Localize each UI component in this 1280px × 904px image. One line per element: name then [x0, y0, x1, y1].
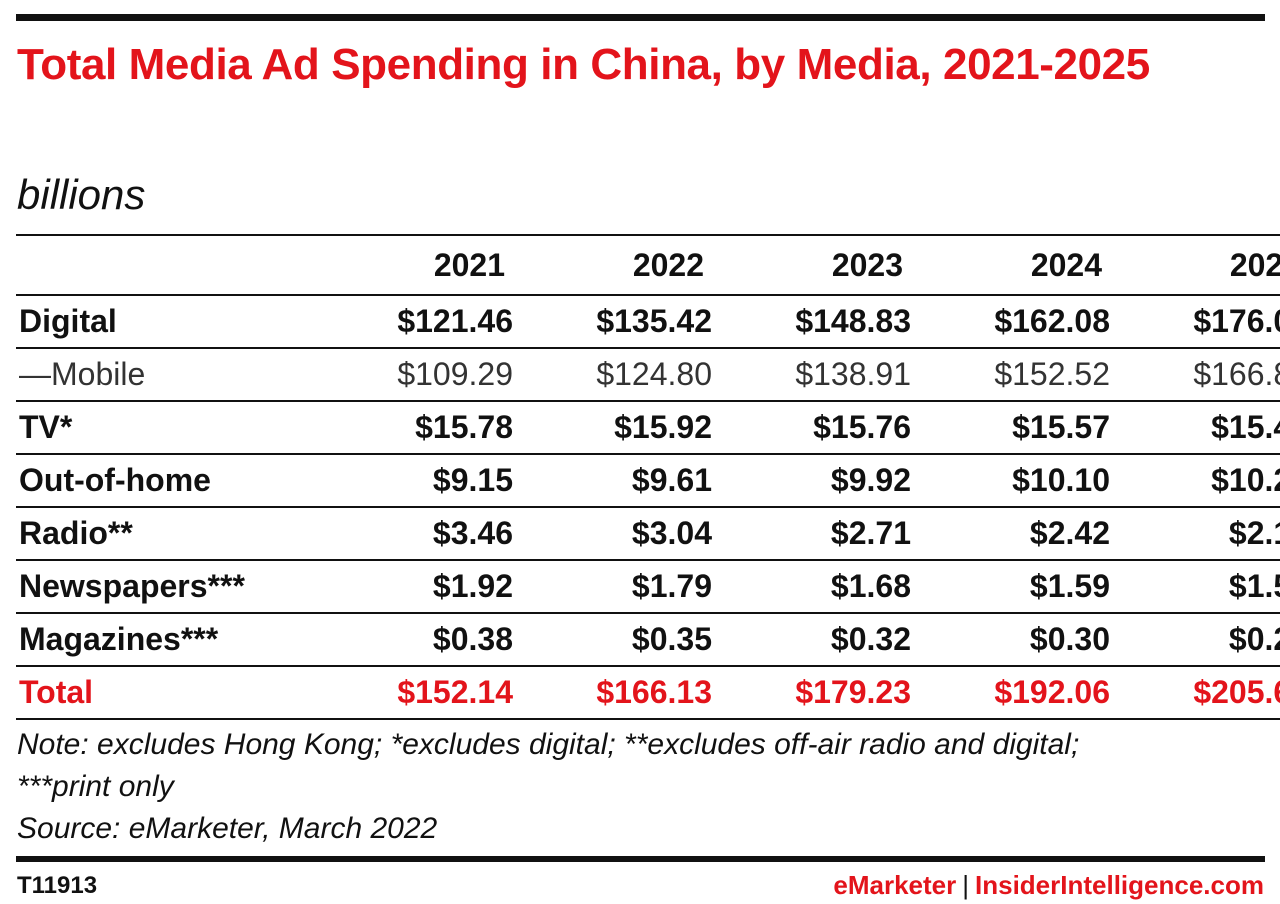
table-cell: $0.32	[714, 613, 913, 667]
table-row: Magazines***$0.38$0.35$0.32$0.30$0.28	[16, 613, 1280, 667]
table-cell: $3.46	[316, 507, 515, 561]
table-cell: $162.08	[913, 295, 1112, 349]
table-row: Radio**$3.46$3.04$2.71$2.42$2.17	[16, 507, 1280, 561]
table-cell: $0.38	[316, 613, 515, 667]
table-cell: $9.92	[714, 454, 913, 508]
table-cell: $2.71	[714, 507, 913, 561]
chart-title: Total Media Ad Spending in China, by Med…	[17, 40, 1150, 89]
table-body: Digital $121.46 $135.42 $148.83 $162.08 $176.…	[16, 295, 1280, 720]
table-row: —Mobile $109.29 $124.80 $138.91 $152.52 $166.…	[16, 348, 1280, 402]
source-line: Source: eMarketer, March 2022	[17, 812, 438, 845]
table-cell: $166.13	[515, 666, 714, 720]
top-rule	[16, 14, 1265, 21]
row-label: Radio**	[16, 507, 316, 561]
table-cell: $109.29	[316, 348, 515, 402]
row-label: Magazines***	[16, 613, 316, 667]
table-cell: $152.14	[316, 666, 515, 720]
table-row: TV*$15.78$15.92$15.76$15.57$15.40	[16, 401, 1280, 455]
table-cell: $15.92	[515, 401, 714, 455]
table-row: Total$152.14$166.13$179.23$192.06$205.61	[16, 666, 1280, 720]
note-line-2: ***print only	[17, 770, 174, 803]
column-header-2021: 2021	[316, 234, 515, 296]
table-cell: $1.92	[316, 560, 515, 614]
table-header-row: 20212022202320242025	[16, 234, 1280, 296]
table-cell: $152.52	[913, 348, 1112, 402]
table-cell: $0.28	[1112, 613, 1280, 667]
table-cell: $10.20	[1112, 454, 1280, 508]
table-cell: $2.17	[1112, 507, 1280, 561]
table-cell: $15.57	[913, 401, 1112, 455]
table-cell: $10.10	[913, 454, 1112, 508]
brand-separator: |	[962, 870, 970, 900]
notes-block: Note: excludes Hong Kong; *excludes digi…	[17, 724, 1262, 850]
row-label: TV*	[16, 401, 316, 455]
table-cell: $1.79	[515, 560, 714, 614]
table-cell: $192.06	[913, 666, 1112, 720]
column-header-2025: 2025	[1112, 234, 1280, 296]
column-header-2024: 2024	[913, 234, 1112, 296]
table-row: Newspapers***$1.92$1.79$1.68$1.59$1.54	[16, 560, 1280, 614]
table-row: Out-of-home$9.15$9.61$9.92$10.10$10.20	[16, 454, 1280, 508]
table-cell: $1.68	[714, 560, 913, 614]
table-cell: $166.86	[1112, 348, 1280, 402]
table-row: Digital $121.46 $135.42 $148.83 $162.08 $176.…	[16, 295, 1280, 349]
data-table: 20212022202320242025 Digital$121.46$135.…	[16, 234, 1280, 720]
chart-subtitle: billions	[17, 171, 146, 218]
table-cell: $9.61	[515, 454, 714, 508]
table-cell: $2.42	[913, 507, 1112, 561]
row-label: Out-of-home	[16, 454, 316, 508]
table-cell: $1.59	[913, 560, 1112, 614]
table-cell: $135.42	[515, 295, 714, 349]
table-cell: $205.61	[1112, 666, 1280, 720]
table-cell: $9.15	[316, 454, 515, 508]
footer-brand: eMarketer | InsiderIntelligence.com	[833, 870, 1264, 901]
table-cell: $148.83	[714, 295, 913, 349]
row-label: Digital	[16, 295, 316, 349]
column-header-2022: 2022	[515, 234, 714, 296]
data-table-container: 20212022202320242025 Digital$121.46$135.…	[16, 234, 1280, 720]
table-cell: $124.80	[515, 348, 714, 402]
row-label: Total	[16, 666, 316, 720]
table-cell: $0.35	[515, 613, 714, 667]
emarketer-logo-text: eMarketer	[833, 870, 957, 900]
column-header-2023: 2023	[714, 234, 913, 296]
table-cell: $0.30	[913, 613, 1112, 667]
bottom-rule	[16, 856, 1265, 862]
note-line-1: Note: excludes Hong Kong; *excludes digi…	[17, 728, 1080, 761]
table-cell: $179.23	[714, 666, 913, 720]
table-cell: $1.54	[1112, 560, 1280, 614]
table-cell: $15.78	[316, 401, 515, 455]
table-cell: $15.76	[714, 401, 913, 455]
row-label: —Mobile	[16, 348, 316, 402]
insider-intelligence-link[interactable]: InsiderIntelligence.com	[975, 870, 1264, 900]
row-label-header	[16, 234, 316, 296]
table-cell: $3.04	[515, 507, 714, 561]
chart-id: T11913	[17, 872, 98, 899]
table-cell: $176.02	[1112, 295, 1280, 349]
row-label: Newspapers***	[16, 560, 316, 614]
table-cell: $138.91	[714, 348, 913, 402]
table-cell: $15.40	[1112, 401, 1280, 455]
table-cell: $121.46	[316, 295, 515, 349]
